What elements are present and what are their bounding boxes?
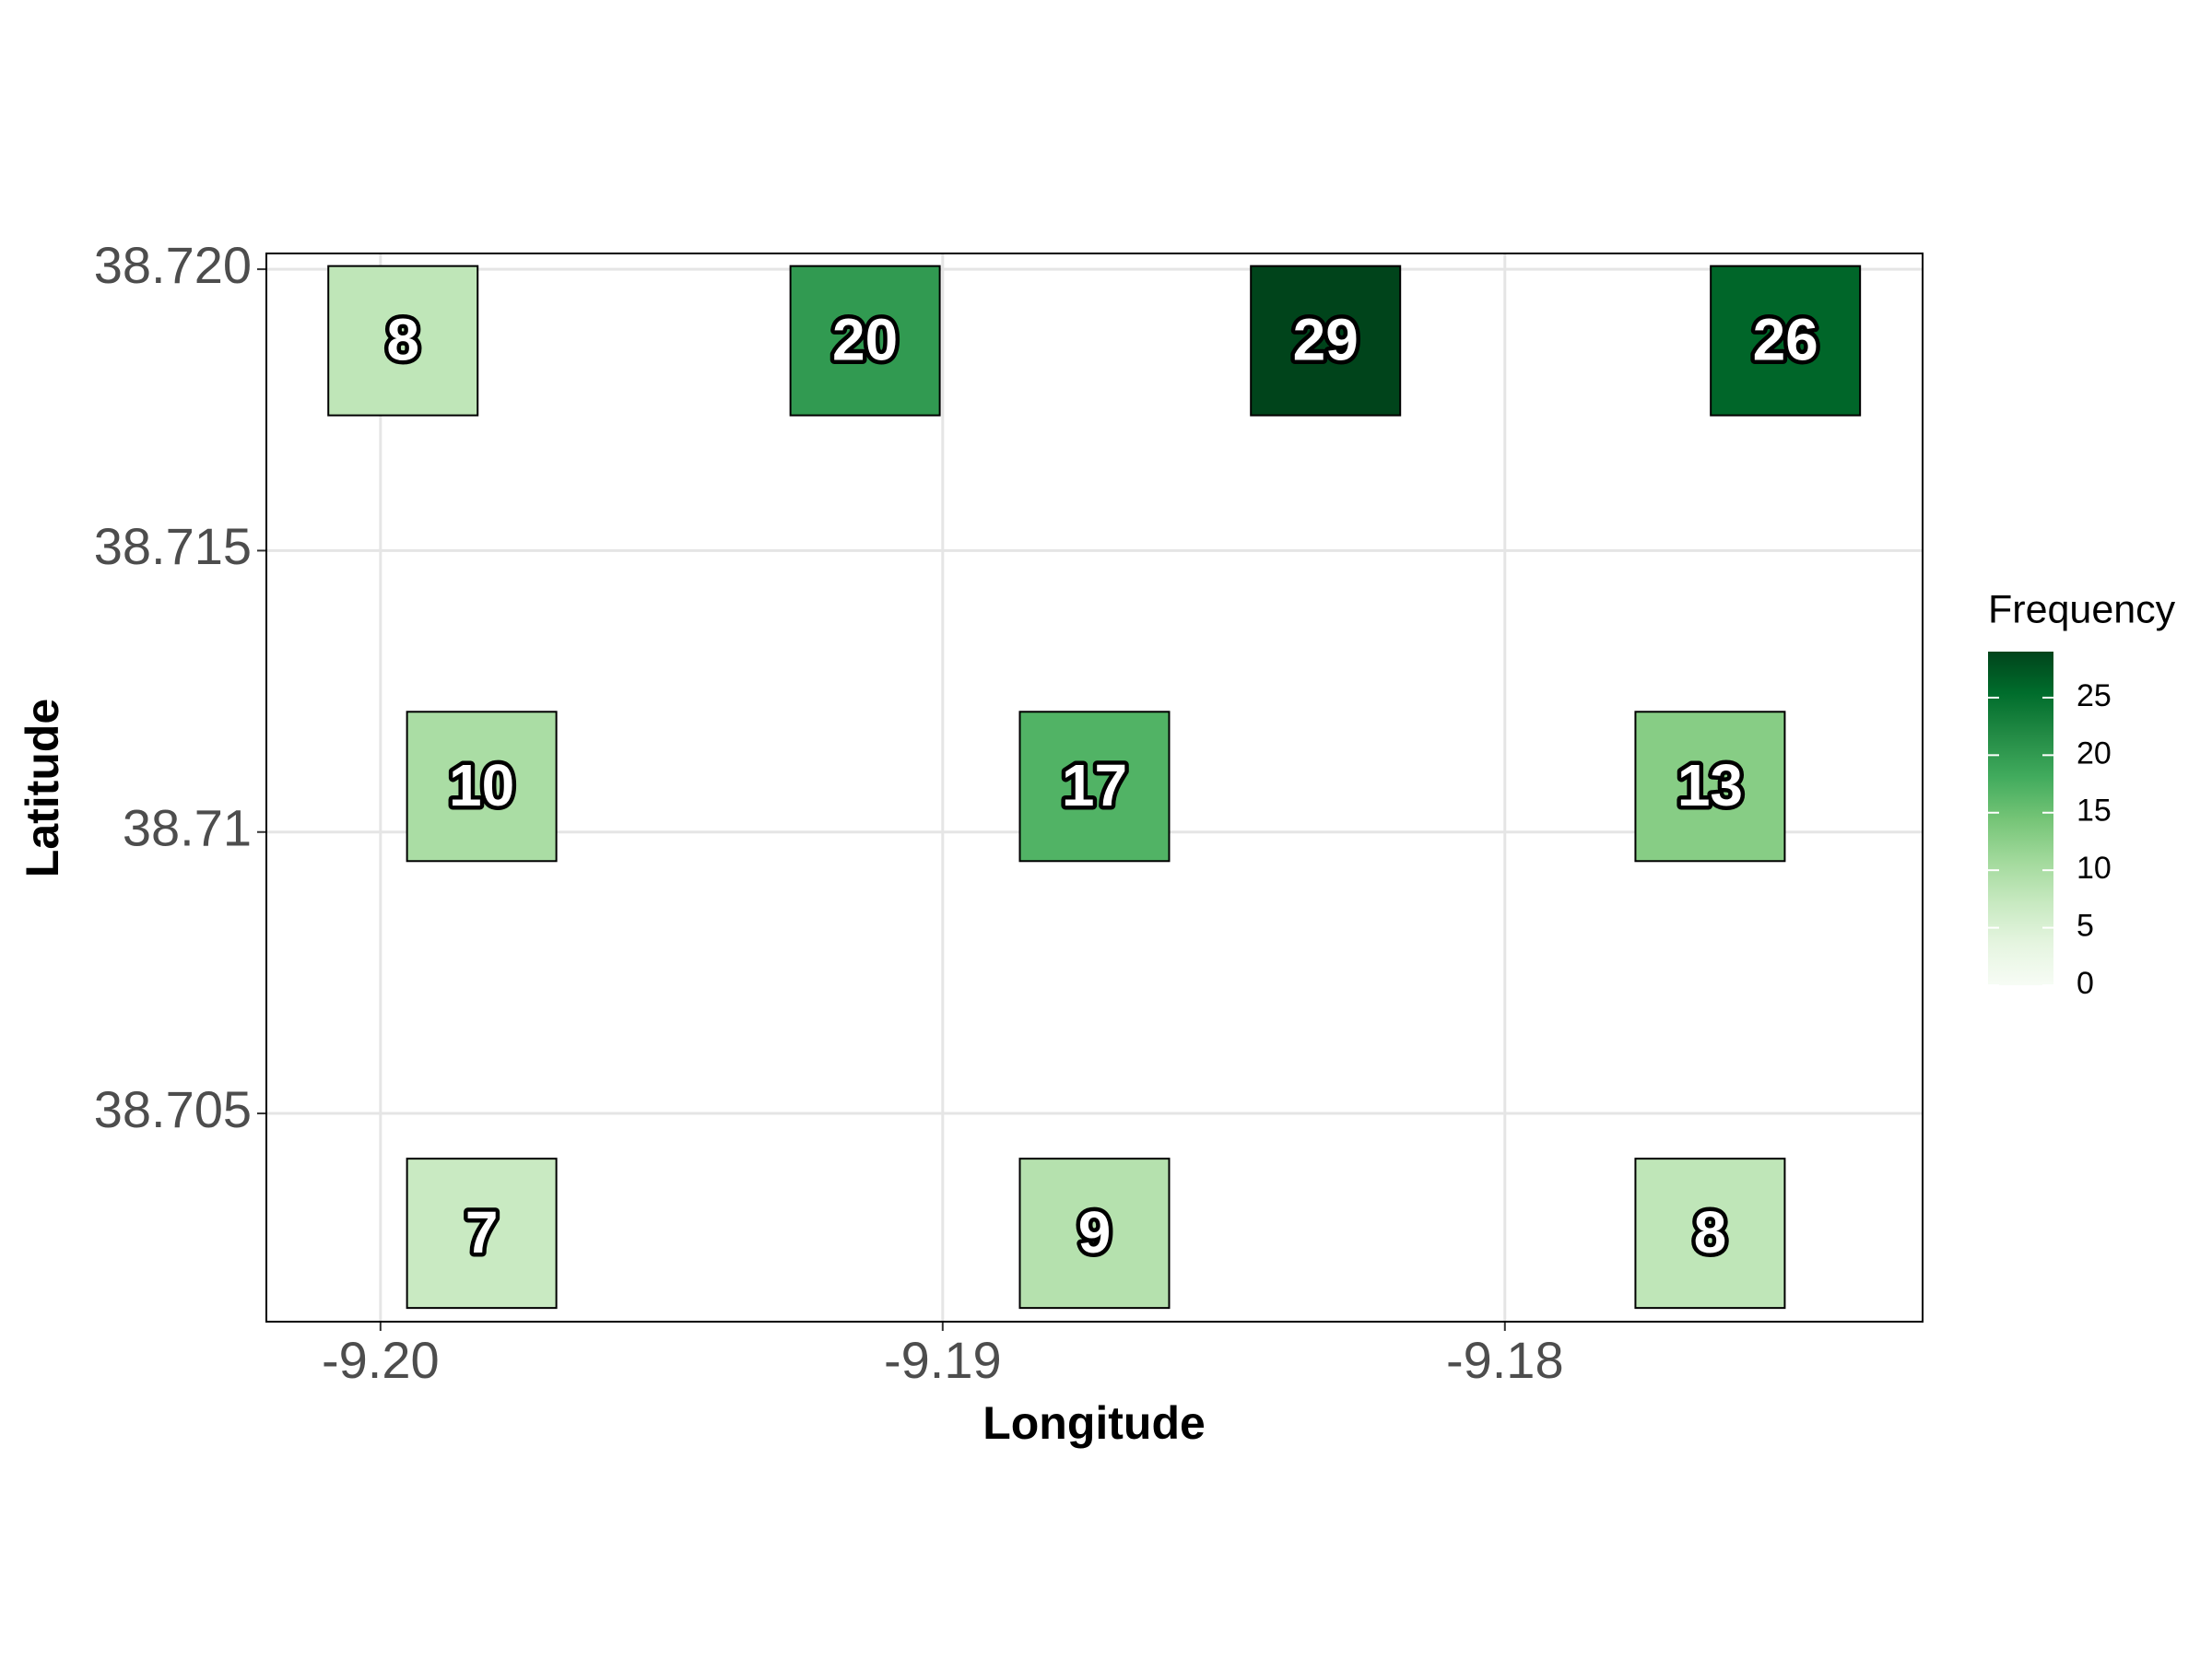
y-tick-label: 38.71 bbox=[123, 799, 252, 857]
tile bbox=[406, 1158, 558, 1310]
legend-title: Frequency bbox=[1988, 587, 2176, 631]
x-tick-label: -9.19 bbox=[884, 1331, 1002, 1389]
tile bbox=[406, 711, 558, 863]
tile bbox=[1634, 1158, 1786, 1310]
legend-tick-label: 5 bbox=[2077, 909, 2094, 944]
tile bbox=[327, 265, 479, 417]
tile-label: 9 bbox=[1078, 1199, 1112, 1265]
y-tick-label: 38.720 bbox=[94, 236, 252, 294]
x-axis-title: Longitude bbox=[982, 1397, 1206, 1449]
tile-label: 8 bbox=[1694, 1199, 1727, 1265]
legend-tick-label: 10 bbox=[2077, 851, 2112, 886]
tile-label: 8 bbox=[386, 307, 419, 373]
y-tick-label: 38.715 bbox=[94, 517, 252, 575]
legend-tick-label: 0 bbox=[2077, 966, 2094, 1001]
y-axis-title: Latitude bbox=[17, 699, 68, 877]
tile-label: 20 bbox=[832, 307, 898, 373]
tile-label: 13 bbox=[1677, 752, 1743, 818]
x-tick-label: -9.20 bbox=[322, 1331, 440, 1389]
y-tick-label: 38.705 bbox=[94, 1080, 252, 1138]
tile-label: 26 bbox=[1753, 307, 1818, 373]
tile bbox=[1018, 711, 1171, 863]
tile-label: 7 bbox=[465, 1199, 499, 1265]
legend-tick-label: 15 bbox=[2077, 794, 2112, 829]
tile bbox=[1634, 711, 1786, 863]
tile-label: 10 bbox=[449, 752, 514, 818]
tile-label: 17 bbox=[1062, 752, 1127, 818]
plot-border bbox=[265, 253, 1924, 1323]
tile bbox=[1710, 265, 1862, 417]
tile bbox=[1018, 1158, 1171, 1310]
tile bbox=[1250, 265, 1402, 417]
tile bbox=[789, 265, 941, 417]
legend-tick-label: 25 bbox=[2077, 678, 2112, 713]
legend-tick-label: 20 bbox=[2077, 735, 2112, 771]
tile-label: 29 bbox=[1293, 307, 1359, 373]
colorbar bbox=[1988, 652, 2053, 985]
x-tick-label: -9.18 bbox=[1446, 1331, 1564, 1389]
